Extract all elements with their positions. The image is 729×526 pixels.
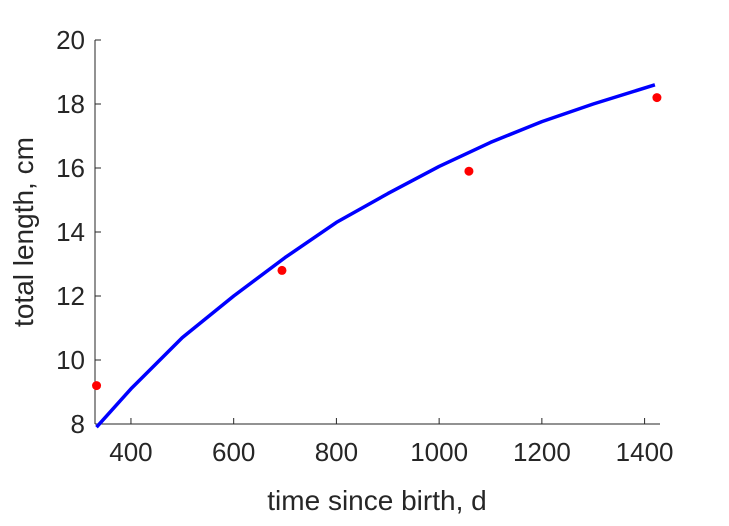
- chart-marks: [92, 83, 662, 429]
- x-axis-label: time since birth, d: [267, 485, 486, 516]
- x-tick-label: 1000: [410, 437, 468, 467]
- x-tick-label: 800: [315, 437, 358, 467]
- y-tick-label: 20: [56, 25, 85, 55]
- y-tick-label: 12: [56, 281, 85, 311]
- axes: 400 600 800 1000 1200 1400 8 10 12 14 16 18 20: [56, 25, 673, 467]
- data-point: [277, 265, 287, 275]
- y-tick-label: 14: [56, 217, 85, 247]
- data-point: [464, 166, 474, 176]
- model-curve-line: [95, 83, 656, 429]
- x-tick-label: 600: [212, 437, 255, 467]
- y-axis-label: total length, cm: [8, 137, 39, 327]
- data-point: [92, 381, 102, 391]
- y-tick-label: 18: [56, 89, 85, 119]
- y-tick-label: 10: [56, 345, 85, 375]
- y-tick-label: 8: [71, 409, 85, 439]
- x-tick-label: 1400: [616, 437, 674, 467]
- data-point: [652, 93, 662, 103]
- y-tick-label: 16: [56, 153, 85, 183]
- x-tick-label: 1200: [513, 437, 571, 467]
- x-tick-label: 400: [109, 437, 152, 467]
